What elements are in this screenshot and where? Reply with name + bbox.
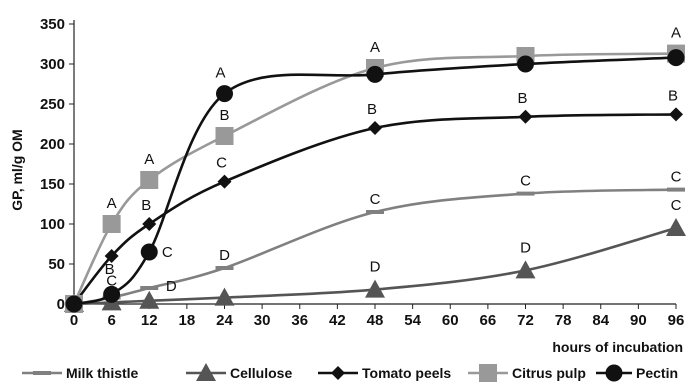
x-axis-label: hours of incubation: [552, 339, 683, 355]
x-tick-label: 30: [254, 312, 271, 329]
data-point-tomato-peels: [142, 217, 157, 231]
data-point-cellulose: [666, 218, 686, 236]
legend-marker-cellulose: [196, 363, 216, 381]
point-label-milk-thistle: C: [520, 173, 531, 190]
data-point-tomato-peels: [217, 174, 232, 189]
data-point-tomato-peels: [669, 107, 683, 122]
data-point-milk-thistle: [516, 191, 535, 196]
y-tick-label: 0: [57, 296, 65, 313]
point-label-tomato-peels: B: [105, 261, 115, 278]
data-point-citrus-pulp: [102, 215, 121, 233]
x-tick-label: 24: [216, 312, 233, 329]
data-point-cellulose: [139, 290, 160, 309]
point-label-milk-thistle: C: [370, 191, 381, 208]
data-point-milk-thistle: [140, 286, 159, 290]
legend-item-tomato-peels: Tomato peels: [318, 365, 451, 381]
y-tick-label: 200: [40, 136, 65, 153]
data-point-milk-thistle: [667, 187, 685, 192]
data-point-pectin: [667, 49, 685, 67]
y-tick-label: 100: [40, 216, 65, 233]
data-point-pectin: [103, 285, 121, 303]
series-line-cellulose: [73, 226, 677, 306]
point-label-tomato-peels: B: [668, 87, 678, 104]
legend-marker-pectin: [605, 364, 623, 382]
series-pectin: [65, 49, 685, 313]
point-label-cellulose: C: [671, 197, 682, 214]
y-tick-label: 50: [48, 256, 65, 273]
x-tick-label: 48: [367, 312, 384, 329]
x-tick-label: 18: [179, 312, 196, 329]
data-point-pectin: [140, 243, 158, 261]
legend-marker-citrus-pulp: [479, 364, 497, 382]
data-point-tomato-peels: [518, 109, 533, 124]
point-label-tomato-peels: B: [141, 197, 151, 214]
point-label-citrus-pulp: A: [370, 39, 380, 56]
point-label-cellulose: D: [370, 259, 381, 276]
data-point-cellulose: [214, 287, 235, 306]
data-point-citrus-pulp: [140, 171, 159, 189]
point-label-tomato-peels: B: [517, 90, 527, 107]
point-label-tomato-peels: B: [367, 101, 377, 118]
x-tick-label: 12: [141, 312, 158, 329]
legend-label-cellulose: Cellulose: [230, 365, 292, 381]
axes: 0 50 100 150 200 250 300 350 0 6 12 18 24 30 36 42 48 54 6…: [40, 16, 684, 329]
legend-item-cellulose: Cellulose: [186, 363, 292, 381]
legend: Milk thistle Cellulose Tomato peels Citrus …: [22, 363, 678, 382]
point-label-tomato-peels: C: [216, 155, 227, 172]
x-tick-label: 0: [70, 312, 78, 329]
point-label-milk-thistle: D: [166, 278, 177, 295]
point-label-cellulose: D: [520, 239, 531, 256]
legend-item-pectin: Pectin: [596, 364, 678, 382]
x-tick-label: 60: [442, 312, 459, 329]
x-tick-label: 66: [480, 312, 497, 329]
legend-marker-milk-thistle: [33, 371, 51, 375]
legend-item-milk-thistle: Milk thistle: [22, 365, 139, 381]
data-point-pectin: [366, 65, 384, 83]
data-point-milk-thistle: [366, 210, 384, 214]
x-tick-label: 90: [630, 312, 647, 329]
x-tick-label: 84: [592, 312, 609, 329]
data-point-pectin: [517, 55, 534, 73]
x-tick-label: 36: [291, 312, 308, 329]
y-tick-label: 350: [40, 16, 65, 33]
point-label-pectin: A: [215, 65, 225, 82]
point-label-milk-thistle: D: [219, 247, 230, 264]
point-label-citrus-pulp: A: [144, 151, 154, 168]
data-point-milk-thistle: [215, 266, 234, 270]
legend-marker-tomato-peels: [331, 366, 345, 380]
point-label-citrus-pulp: B: [219, 107, 229, 124]
series-layer: [64, 44, 686, 313]
point-label-citrus-pulp: A: [671, 25, 681, 42]
legend-label-pectin: Pectin: [636, 365, 678, 381]
x-tick-label: 6: [107, 312, 115, 329]
point-label-milk-thistle: C: [671, 169, 682, 186]
data-point-tomato-peels: [368, 121, 382, 135]
point-label-pectin: C: [162, 244, 173, 261]
x-tick-label: 54: [404, 312, 421, 329]
x-tick-label: 78: [555, 312, 572, 329]
legend-item-citrus-pulp: Citrus pulp: [468, 364, 586, 382]
y-tick-label: 300: [40, 56, 65, 73]
data-point-pectin: [216, 85, 233, 103]
y-tick-label: 250: [40, 96, 65, 113]
x-tick-label: 96: [668, 312, 685, 329]
x-tick-label: 72: [517, 312, 534, 329]
series-line-tomato-peels: [72, 113, 677, 305]
data-point-tomato-peels: [104, 249, 119, 263]
x-tick-label: 42: [329, 312, 346, 329]
point-label-citrus-pulp: A: [107, 195, 117, 212]
legend-label-citrus-pulp: Citrus pulp: [512, 365, 586, 381]
data-point-cellulose: [515, 260, 536, 279]
y-tick-label: 150: [40, 176, 65, 193]
point-label-milk-thistle: C: [106, 273, 117, 290]
data-point-citrus-pulp: [215, 127, 234, 145]
legend-label-milk-thistle: Milk thistle: [66, 365, 139, 381]
y-axis-label: GP, ml/g OM: [9, 129, 25, 210]
data-point-cellulose: [365, 279, 385, 298]
legend-label-tomato-peels: Tomato peels: [362, 365, 451, 381]
data-point-pectin: [65, 295, 83, 313]
